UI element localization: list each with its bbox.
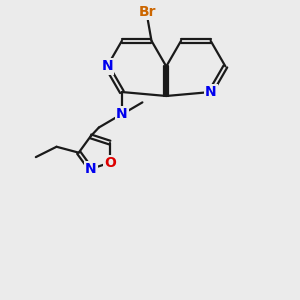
Text: O: O xyxy=(104,156,116,170)
Text: Br: Br xyxy=(139,5,157,19)
Text: N: N xyxy=(101,59,113,74)
Text: N: N xyxy=(85,162,96,176)
Text: N: N xyxy=(205,85,217,99)
Text: N: N xyxy=(116,107,128,121)
